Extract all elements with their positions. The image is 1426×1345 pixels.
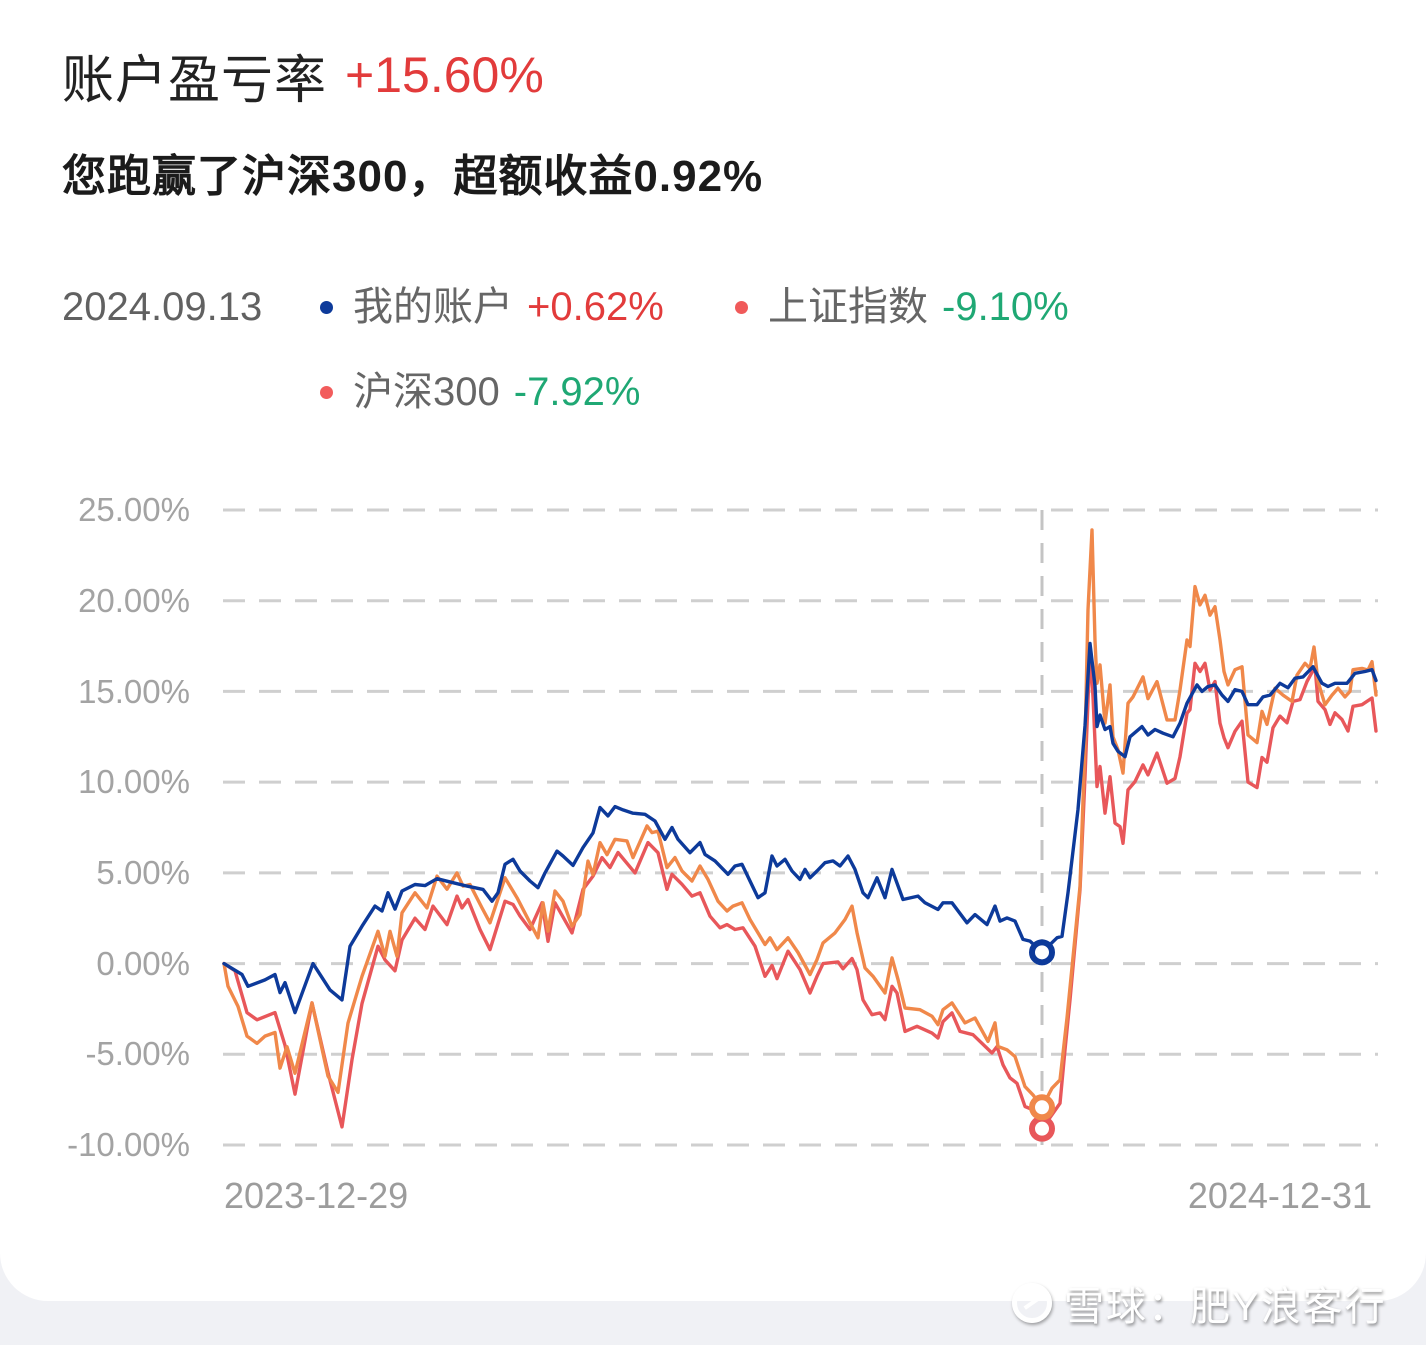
y-tick-label: -10.00% (67, 1126, 190, 1163)
xueqiu-logo-icon (1012, 1283, 1052, 1323)
performance-card: 账户盈亏率 +15.60% 您跑赢了沪深300，超额收益0.92% 2024.0… (0, 0, 1426, 1301)
legend-dot-icon (735, 300, 748, 314)
legend-dot-icon (320, 300, 333, 314)
y-tick-label: 25.00% (78, 491, 190, 528)
benchmark-summary: 您跑赢了沪深300，超额收益0.92% (62, 152, 764, 201)
watermark: 雪球：肥Y浪客行 (1012, 1274, 1387, 1332)
legend-item-csi300: 沪深300 -7.92% (320, 368, 641, 416)
y-tick-label: 15.00% (78, 673, 190, 710)
total-return-value: +15.60% (345, 47, 544, 103)
legend-date: 2024.09.13 (62, 285, 263, 329)
page-title: 账户盈亏率 (62, 51, 328, 110)
y-tick-label: 0.00% (96, 945, 190, 982)
y-tick-label: -5.00% (85, 1035, 190, 1072)
y-tick-label: 5.00% (96, 854, 190, 891)
x-end-date-label: 2024-12-31 (1187, 1175, 1372, 1216)
watermark-text: 雪球：肥Y浪客行 (1064, 1285, 1387, 1329)
legend-item-sse-index: 上证指数 -9.10% (735, 283, 1069, 331)
legend-value: -7.92% (513, 370, 641, 414)
y-tick-label: 20.00% (78, 582, 190, 619)
legend-label: 沪深300 (353, 370, 500, 414)
legend-dot-icon (320, 385, 333, 399)
legend-label: 上证指数 (768, 285, 928, 329)
legend-value: -9.10% (942, 285, 1069, 329)
y-tick-label: 10.00% (78, 763, 190, 800)
legend-item-my-account: 我的账户 +0.62% (320, 283, 664, 331)
header: 账户盈亏率 +15.60% (62, 40, 544, 110)
chart-plot-area[interactable] (223, 505, 1378, 1150)
legend-value: +0.62% (527, 285, 664, 329)
x-start-date-label: 2023-12-29 (224, 1175, 409, 1216)
legend-label: 我的账户 (353, 285, 513, 329)
